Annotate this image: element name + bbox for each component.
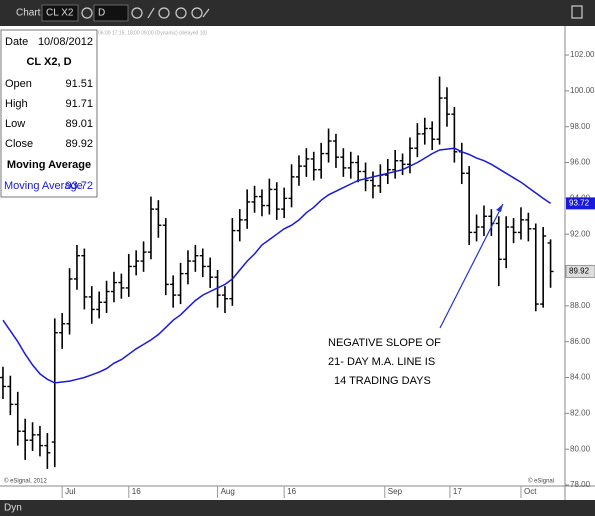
price-box bbox=[566, 197, 595, 210]
y-tick-label: 86.00 bbox=[570, 337, 591, 346]
symbol-box[interactable] bbox=[41, 4, 79, 22]
price-box bbox=[565, 264, 595, 278]
panel-value: 91.71 bbox=[65, 98, 93, 110]
panel-label: Close bbox=[5, 138, 33, 150]
x-tick-label: 16 bbox=[287, 487, 296, 496]
y-tick-label: 92.00 bbox=[570, 229, 591, 238]
panel-date: 10/08/2012 bbox=[38, 36, 93, 48]
arrow bbox=[439, 203, 504, 329]
panel-ma-value: 93.72 bbox=[65, 180, 93, 192]
panel-label: Open bbox=[5, 78, 32, 90]
toolbar bbox=[0, 0, 595, 26]
y-tick-label: 98.00 bbox=[570, 122, 591, 131]
price-box-label: 89.92 bbox=[569, 267, 590, 276]
x-tick-label: Jul bbox=[65, 487, 75, 496]
annotation: NEGATIVE SLOPE OF bbox=[328, 337, 441, 349]
arrow-head bbox=[496, 204, 503, 212]
toolbar-title[interactable]: Chart bbox=[16, 8, 41, 19]
panel-title: CL X2, D bbox=[26, 56, 71, 68]
plot: 78.0080.0082.0084.0086.0088.0090.0092.00… bbox=[0, 50, 595, 498]
annotation: 14 TRADING DAYS bbox=[334, 375, 431, 387]
mode[interactable]: Dyn bbox=[4, 503, 22, 514]
x-tick-label: Aug bbox=[221, 487, 235, 496]
y-tick-label: 84.00 bbox=[570, 373, 591, 382]
symbol[interactable]: CL X2 bbox=[46, 8, 74, 19]
moving-average-line bbox=[2, 147, 552, 384]
x-tick-label: Sep bbox=[388, 487, 403, 496]
price-box-label: 93.72 bbox=[569, 198, 590, 207]
y-tick-label: 100.00 bbox=[570, 86, 595, 95]
panel-label: Date bbox=[5, 36, 28, 48]
copyright: © eSignal, 2012 bbox=[4, 478, 47, 485]
y-tick-label: 80.00 bbox=[570, 444, 591, 453]
panel-value: 89.01 bbox=[65, 118, 93, 130]
bottom-bar bbox=[0, 500, 595, 516]
y-tick-label: 78.00 bbox=[570, 480, 591, 489]
panel-heading: Moving Average bbox=[7, 159, 91, 171]
panel-ma-label: Moving Average bbox=[4, 180, 83, 192]
panel-value: 89.92 bbox=[65, 138, 93, 150]
y-tick-label: 96.00 bbox=[570, 158, 591, 167]
status: 06:00 17:15, 18:00 09:00 (Dynamic) (dela… bbox=[98, 30, 207, 36]
y-tick-label: 102.00 bbox=[570, 50, 595, 59]
watermark: © eSignal bbox=[528, 478, 554, 485]
x-tick-label: 17 bbox=[453, 487, 462, 496]
x-tick-label: 16 bbox=[132, 487, 141, 496]
panel-label: High bbox=[5, 98, 28, 110]
panel-label: Low bbox=[5, 118, 25, 130]
y-tick-label: 82.00 bbox=[570, 408, 591, 417]
annotation: 21- DAY M.A. LINE IS bbox=[328, 356, 435, 368]
x-tick-label: Oct bbox=[524, 487, 537, 496]
interval[interactable]: D bbox=[98, 8, 105, 19]
interval-box[interactable] bbox=[93, 4, 129, 22]
panel-box bbox=[0, 29, 98, 198]
plot-background bbox=[0, 26, 595, 500]
info-panel: Date 10/08/2012 CL X2, D Open 91.51 High… bbox=[0, 29, 98, 198]
y-tick-label: 88.00 bbox=[570, 301, 591, 310]
panel-value: 91.51 bbox=[65, 78, 93, 90]
toolbar-icons[interactable] bbox=[81, 5, 583, 19]
